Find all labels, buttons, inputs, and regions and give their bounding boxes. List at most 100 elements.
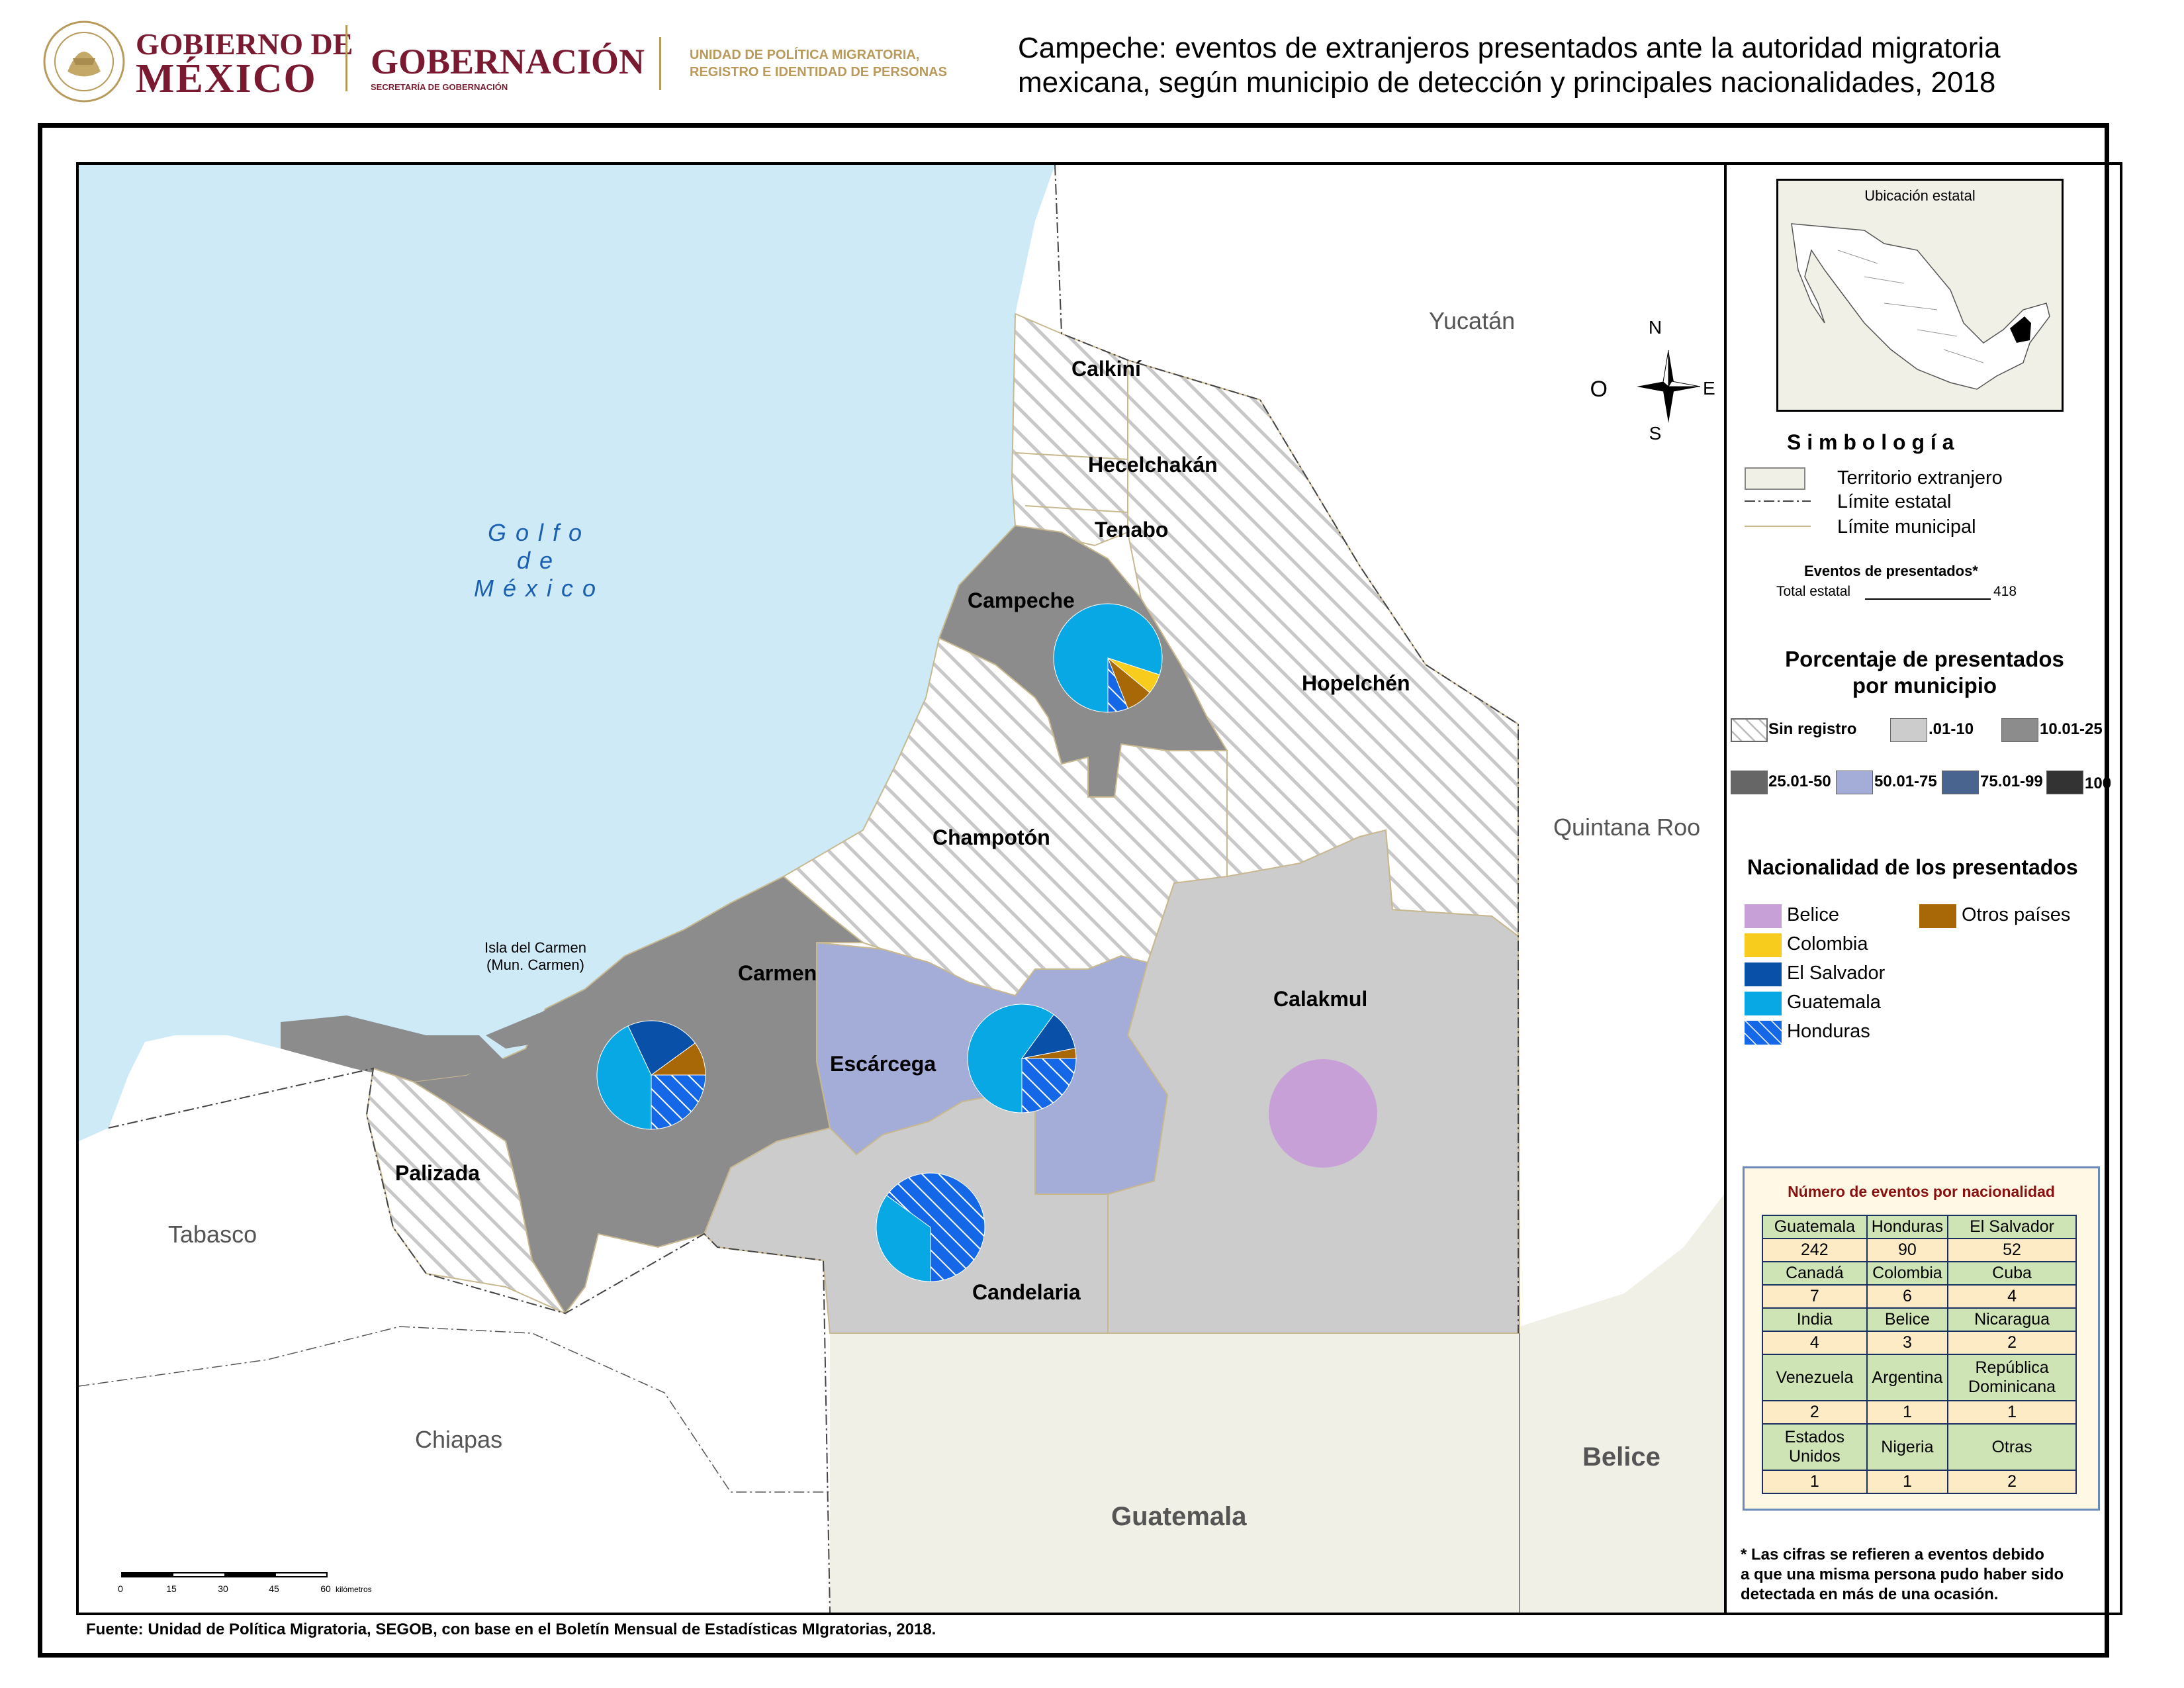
nationality-name-cell: Estados Unidos (1762, 1423, 1868, 1471)
nac-label-belice: Belice (1787, 904, 1839, 925)
nationality-name-cell: Nicaragua (1947, 1307, 2077, 1332)
nationality-name-cell: Guatemala (1762, 1215, 1868, 1239)
state-boundary-east (1054, 165, 1519, 1333)
swatch-100 (2046, 771, 2083, 794)
header: GOBIERNO DE MÉXICO GOBERNACIÓN SECRETARÍ… (0, 0, 2184, 119)
porcentaje-title-line-1: Porcentaje de presentados (1785, 647, 2064, 671)
nationality-name-cell: Venezuela (1762, 1354, 1868, 1401)
nationality-name-cell: El Salvador (1947, 1215, 2077, 1239)
carmen-western-part (281, 1015, 506, 1082)
swatch-01-10 (1890, 718, 1927, 742)
total-estatal-label: Total estatal (1776, 584, 1851, 599)
nationality-count-cell: 1 (1866, 1400, 1949, 1425)
class-label-sin-registro: Sin registro (1768, 720, 1857, 738)
class-label-75-99: 75.01-99 (1980, 773, 2043, 790)
nationality-count-cell: 90 (1866, 1238, 1949, 1262)
fuente-footer: Fuente: Unidad de Política Migratoria, S… (86, 1620, 936, 1638)
nationality-count-cell: 1 (1866, 1470, 1949, 1494)
pie-slice-el-salvador (1021, 1013, 1076, 1059)
scale-tick-45: 45 (269, 1583, 279, 1594)
legend-panel (1727, 162, 2122, 1615)
nationality-count-cell: 2 (1947, 1331, 2077, 1355)
nacionalidad-title: Nacionalidad de los presentados (1747, 855, 2078, 879)
mexico-label: MÉXICO (136, 56, 317, 101)
nationality-table-title: Número de eventos por nacionalidad (1788, 1183, 2055, 1200)
municipio-label-candelaria: Candelaria (972, 1280, 1081, 1304)
table-header-row: Estados Unidos Nigeria Otras (1762, 1423, 2077, 1471)
municipio-label-escarcega: Escárcega (830, 1052, 936, 1076)
page-title-line-1: Campeche: eventos de extranjeros present… (1018, 32, 2001, 64)
scale-bar (121, 1572, 328, 1577)
table-header-row: India Belice Nicaragua (1762, 1307, 2077, 1332)
map-panel: N S E O G o l f o d e M é x i c o Yucatá… (76, 162, 1727, 1615)
table-value-row: 242 90 52 (1762, 1238, 2077, 1262)
nationality-count-cell: 3 (1866, 1331, 1949, 1355)
nationality-name-cell: Colombia (1866, 1261, 1949, 1286)
swatch-50-75 (1836, 771, 1873, 794)
nationality-count-cell: 6 (1866, 1284, 1949, 1309)
swatch-colombia (1745, 933, 1782, 957)
map-canvas (79, 165, 1724, 1613)
footnote-line-2: a que una misma persona pudo haber sido (1741, 1566, 2064, 1583)
nationality-name-cell: Argentina (1866, 1354, 1949, 1401)
pie-slice-honduras (1021, 1058, 1077, 1113)
gulf-of-mexico (79, 165, 1055, 1141)
campeche-location-highlight (2010, 316, 2031, 343)
nac-label-honduras: Honduras (1787, 1021, 1870, 1042)
gulf-label-line-1: G o l f o (487, 519, 584, 546)
national-seal-icon (43, 21, 125, 103)
nationality-count-cell: 4 (1947, 1284, 2077, 1309)
table-header-row: Venezuela Argentina República Dominicana (1762, 1354, 2077, 1401)
nationality-name-cell: Honduras (1866, 1215, 1949, 1239)
pie-escárcega (967, 1004, 1077, 1113)
swatch-sin-registro (1731, 718, 1768, 742)
state-boundary-west (108, 1067, 831, 1613)
pie-campeche (1053, 603, 1163, 713)
secretaria-label: SECRETARÍA DE GOBERNACIÓN (371, 82, 508, 92)
class-label-25-50: 25.01-50 (1768, 773, 1831, 790)
swatch-25-50 (1731, 771, 1768, 794)
header-divider (345, 25, 347, 91)
table-header-row: Guatemala Honduras El Salvador (1762, 1215, 2077, 1239)
pie-charts (596, 603, 1377, 1282)
class-label-50-75: 50.01-75 (1874, 773, 1937, 790)
pie-calakmul (1269, 1059, 1377, 1168)
municipio-label-campeche: Campeche (968, 588, 1075, 612)
inset-title: Ubicación estatal (1864, 187, 1976, 204)
swatch-territorio-extranjero (1745, 467, 1805, 490)
pie-slice-honduras (1107, 657, 1128, 713)
inset-map: Ubicación estatal (1776, 179, 2064, 412)
footnote: * Las cifras se refieren a eventos debid… (1741, 1545, 2064, 1605)
municipio-label-calakmul: Calakmul (1273, 987, 1368, 1011)
eventos-title: Eventos de presentados* (1804, 563, 1978, 579)
pie-carmen (596, 1020, 706, 1130)
class-label-01-10: .01-10 (1929, 720, 1974, 738)
municipio-label-calkini: Calkiní (1071, 357, 1141, 381)
simbologia-title: S i m b o l o g í a (1787, 430, 1954, 454)
scale-tick-15: 15 (166, 1583, 177, 1594)
swatch-guatemala (1745, 992, 1782, 1015)
unidad-line-2: REGISTRO E IDENTIDAD DE PERSONAS (690, 65, 947, 79)
compass-west-label: O (1590, 377, 1608, 402)
municipio-label-hopelchen: Hopelchén (1302, 671, 1410, 695)
isla-del-carmen-label: Isla del Carmen (Mun. Carmen) (482, 939, 588, 974)
legend-limite-municipal: Límite municipal (1837, 516, 1976, 538)
nationality-count-cell: 1 (1947, 1400, 2077, 1425)
pie-slice-guatemala (596, 1025, 652, 1130)
municipio-label-carmen: Carmen (738, 961, 817, 985)
compass-east-label: E (1703, 378, 1715, 399)
nationality-name-cell: Cuba (1947, 1261, 2077, 1286)
nationality-count-cell: 52 (1947, 1238, 2077, 1262)
pie-slice-guatemala (876, 1195, 931, 1282)
isla-label-line-1: Isla del Carmen (484, 939, 587, 956)
symbol-limite-municipal (1745, 526, 1811, 527)
nationality-name-cell: Otras (1947, 1423, 2077, 1471)
footnote-line-3: detectada en más de una ocasión. (1741, 1585, 1999, 1603)
nationality-table-panel: Número de eventos por nacionalidad Guate… (1743, 1166, 2100, 1511)
header-divider-2 (659, 37, 661, 90)
pie-slice-el-salvador (627, 1020, 696, 1076)
legend-territorio-extranjero: Territorio extranjero (1837, 467, 2003, 489)
compass-rose-icon (1637, 350, 1701, 423)
